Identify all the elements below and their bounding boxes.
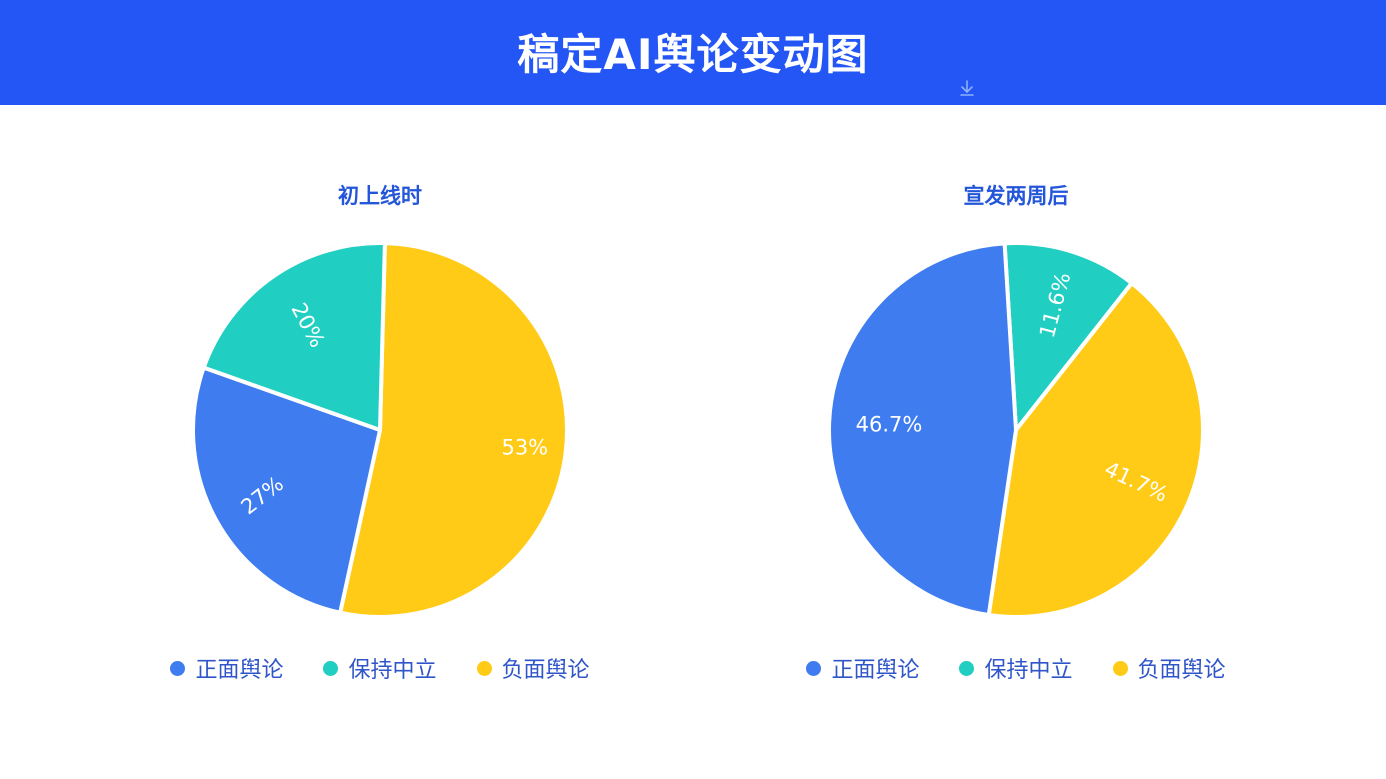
pie-slice-positive xyxy=(191,365,382,615)
pie-slice-label: 46.7% xyxy=(856,413,923,437)
chart-title: 初上线时 xyxy=(338,184,422,208)
legend-label: 保持中立 xyxy=(984,658,1073,683)
legend-item-positive: 正面舆论 xyxy=(170,652,283,684)
pie-slice-label: 53% xyxy=(501,436,548,460)
legend-dot-negative xyxy=(1112,660,1128,676)
pie-chart-two-weeks: 11.6%41.7%46.7% xyxy=(827,241,1205,619)
legend-dot-neutral xyxy=(323,660,339,676)
page-title: 稿定AI舆论变动图 xyxy=(517,30,869,79)
pie-slice-neutral xyxy=(1002,241,1134,432)
pie-slice-negative xyxy=(338,241,569,619)
legend-dot-positive xyxy=(806,660,822,676)
chevron-down-icon xyxy=(960,80,974,96)
legend-dot-neutral xyxy=(959,660,975,676)
legend-label: 正面舆论 xyxy=(831,658,920,683)
legend-dot-negative xyxy=(476,660,492,676)
chart-panel-launch: 初上线时 53% 27% 20% 正面舆论 保持中立 负面舆论 xyxy=(80,160,680,720)
legend: 正面舆论 保持中立 负面舆论 xyxy=(80,652,680,684)
legend-item-neutral: 保持中立 xyxy=(323,652,437,684)
legend-label: 保持中立 xyxy=(348,658,437,683)
legend-item-negative: 负面舆论 xyxy=(476,652,590,684)
chart-title: 宣发两周后 xyxy=(963,184,1069,208)
legend-label: 正面舆论 xyxy=(195,658,284,683)
header-bar: 稿定AI舆论变动图 xyxy=(0,0,1386,105)
pie-slice-neutral xyxy=(201,241,387,432)
legend-item-negative: 负面舆论 xyxy=(1112,652,1226,684)
chart-panel-two-weeks: 宣发两周后 11.6% 41.7% 46.7% 正面舆论 保持中立 负面舆论 xyxy=(716,160,1316,720)
legend-item-positive: 正面舆论 xyxy=(806,652,919,684)
pie-slice-negative xyxy=(986,281,1205,619)
legend-label: 负面舆论 xyxy=(1137,658,1226,683)
legend-label: 负面舆论 xyxy=(501,658,590,683)
legend-item-neutral: 保持中立 xyxy=(959,652,1073,684)
legend-dot-positive xyxy=(170,660,186,676)
legend: 正面舆论 保持中立 负面舆论 xyxy=(716,652,1316,684)
pie-chart-launch: 53%27%20% xyxy=(191,241,569,619)
pie-slice-positive xyxy=(827,241,1018,618)
